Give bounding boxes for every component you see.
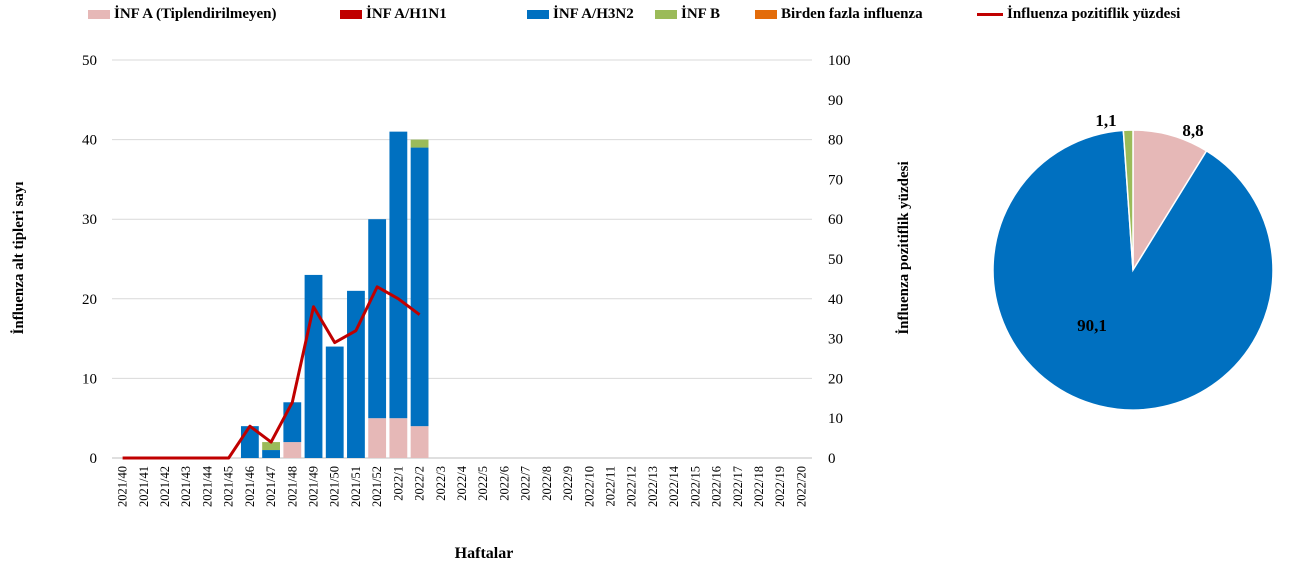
x-tick-label: 2021/45: [222, 466, 236, 507]
x-tick-label: 2021/50: [328, 466, 342, 507]
pie-slice-label: 90,1: [1077, 316, 1107, 335]
y2-axis-label: İnfluenza pozitiflik yüzdesi: [895, 161, 912, 334]
bar-segment: [389, 418, 408, 458]
pie-slice-label: 8,8: [1182, 121, 1203, 140]
y2-tick-label: 90: [828, 93, 843, 109]
pie-chart: 8,8 90,1 1,1: [992, 111, 1274, 411]
x-tick-label: 2022/13: [646, 466, 660, 507]
y-tick-label: 10: [82, 371, 97, 387]
positivity-line: [122, 285, 421, 460]
bar-segment: [304, 274, 323, 458]
x-tick-label: 2022/10: [582, 466, 596, 507]
y2-tick-label: 80: [828, 133, 843, 149]
legend-label: Birden fazla influenza: [781, 6, 923, 22]
bar-segment: [410, 139, 429, 148]
x-tick-label: 2022/19: [773, 466, 787, 507]
x-tick-label: 2021/48: [285, 466, 299, 507]
x-tick-label: 2021/42: [158, 466, 172, 507]
y2-tick-label: 40: [828, 292, 843, 308]
x-tick-label: 2022/20: [794, 466, 808, 507]
legend-label: İNF A (Tiplendirilmeyen): [114, 6, 277, 22]
x-tick-label: 2022/4: [455, 465, 469, 500]
x-tick-label: 2021/51: [349, 466, 363, 507]
bar-segment: [283, 402, 302, 443]
y-axis-label: İnfluenza alt tipleri sayı: [10, 182, 27, 335]
legend-item: İnfluenza pozitiflik yüzdesi: [977, 6, 1180, 23]
bar-segment: [283, 442, 302, 458]
x-tick-label: 2021/47: [264, 466, 278, 507]
x-tick-label: 2022/12: [625, 466, 639, 507]
y-tick-label: 0: [90, 451, 98, 467]
y2-tick-label: 100: [828, 53, 851, 69]
x-tick-label: 2022/11: [603, 466, 617, 507]
x-tick-label: 2021/44: [200, 465, 214, 507]
legend-item: İNF B: [655, 6, 720, 23]
y-tick-label: 40: [82, 133, 97, 149]
bar-segment: [410, 147, 429, 427]
x-tick-label: 2022/15: [688, 466, 702, 507]
x-tick-label: 2021/43: [179, 466, 193, 507]
x-tick-label: 2022/18: [752, 466, 766, 507]
y-tick-label: 30: [82, 212, 97, 228]
y2-tick-label: 0: [828, 451, 836, 467]
legend-swatch: [655, 10, 677, 19]
x-tick-label: 2022/2: [413, 466, 427, 501]
y2-tick-label: 60: [828, 212, 843, 228]
x-tick-label: 2022/14: [667, 465, 681, 507]
legend-label: İNF A/H1N1: [366, 6, 447, 22]
chart-legend: İNF A (Tiplendirilmeyen) İNF A/H1N1 İNF A/…: [0, 6, 1290, 28]
legend-swatch: [340, 10, 362, 19]
x-axis-label: Haftalar: [455, 545, 514, 562]
bar-segment: [389, 131, 408, 419]
x-tick-label: 2021/52: [370, 466, 384, 507]
pie-slice: [1122, 129, 1134, 271]
legend-item: İNF A/H3N2: [527, 6, 634, 23]
legend-item: İNF A/H1N1: [340, 6, 447, 23]
legend-swatch: [977, 13, 1003, 16]
x-tick-label: 2021/41: [137, 466, 151, 507]
legend-label: İNF B: [681, 6, 721, 22]
x-tick-label: 2022/8: [540, 466, 554, 501]
legend-swatch: [88, 10, 110, 19]
pie-slice: [992, 129, 1274, 411]
x-tick-label: 2021/46: [243, 466, 257, 507]
y-tick-label: 20: [82, 292, 97, 308]
legend-item: Birden fazla influenza: [755, 6, 923, 23]
legend-item: İNF A (Tiplendirilmeyen): [88, 6, 277, 23]
y2-tick-label: 70: [828, 172, 843, 188]
x-tick-label: 2022/9: [561, 466, 575, 501]
pie-slice-label: 1,1: [1095, 111, 1116, 130]
y2-tick-label: 30: [828, 332, 843, 348]
x-tick-label: 2021/40: [116, 466, 130, 507]
bar-segment: [368, 219, 387, 419]
bar-segment: [410, 426, 429, 458]
x-tick-label: 2022/6: [497, 466, 511, 501]
legend-label: İNF A/H3N2: [553, 6, 634, 22]
x-tick-label: 2022/17: [731, 466, 745, 507]
x-tick-label: 2021/49: [307, 466, 321, 507]
x-tick-label: 2022/16: [710, 466, 724, 507]
x-tick-label: 2022/7: [519, 466, 533, 501]
x-tick-label: 2022/5: [476, 466, 490, 501]
y-tick-label: 50: [82, 53, 97, 69]
bar-segment: [325, 346, 344, 458]
bar-segment: [368, 418, 387, 458]
legend-swatch: [755, 10, 777, 19]
bar-segment: [262, 450, 280, 458]
bar-segment: [262, 442, 280, 451]
x-tick-label: 2022/1: [391, 466, 405, 501]
y2-tick-label: 10: [828, 411, 843, 427]
y2-tick-label: 20: [828, 371, 843, 387]
legend-label: İnfluenza pozitiflik yüzdesi: [1007, 6, 1181, 22]
y2-tick-label: 50: [828, 252, 843, 268]
legend-swatch: [527, 10, 549, 19]
x-tick-label: 2022/3: [434, 466, 448, 501]
